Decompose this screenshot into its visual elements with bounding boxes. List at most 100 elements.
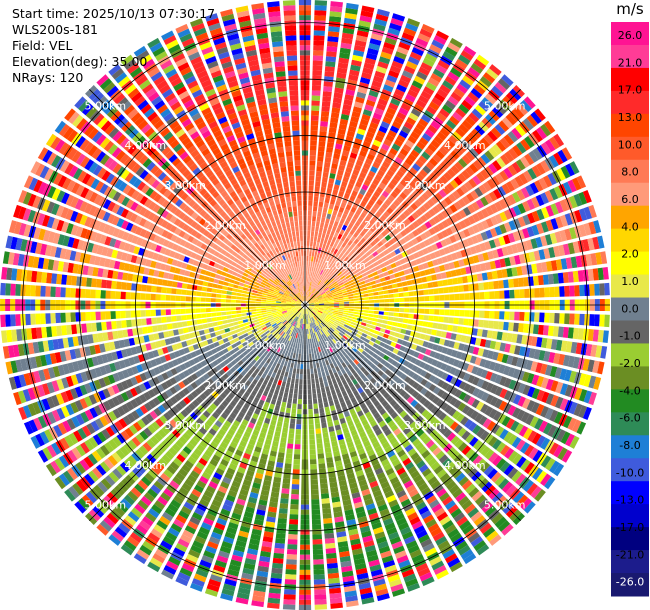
- velocity-gate: [344, 322, 351, 326]
- velocity-gate: [473, 319, 479, 327]
- velocity-gate: [342, 427, 350, 434]
- velocity-gate: [369, 377, 377, 384]
- velocity-gate: [342, 499, 352, 507]
- velocity-gate: [498, 236, 506, 246]
- velocity-gate: [489, 396, 499, 407]
- velocity-gate: [516, 242, 524, 253]
- velocity-gate: [507, 367, 516, 378]
- velocity-gate: [309, 312, 313, 317]
- velocity-gate: [448, 340, 456, 348]
- velocity-gate: [322, 228, 328, 234]
- velocity-gate: [411, 238, 419, 245]
- velocity-gate: [424, 547, 438, 557]
- velocity-gate: [418, 534, 430, 544]
- velocity-gate: [379, 214, 387, 222]
- velocity-gate: [307, 271, 310, 277]
- velocity-gate: [553, 463, 565, 477]
- velocity-gate: [464, 181, 473, 191]
- velocity-gate: [366, 153, 375, 161]
- velocity-gate: [399, 308, 405, 313]
- velocity-gate: [588, 204, 597, 219]
- velocity-gate: [350, 242, 357, 249]
- velocity-gate: [337, 222, 343, 229]
- velocity-gate: [306, 296, 309, 302]
- velocity-gate: [323, 518, 333, 524]
- velocity-gate: [382, 485, 393, 494]
- velocity-gate: [491, 249, 499, 259]
- velocity-gate: [325, 289, 331, 294]
- velocity-gate: [291, 373, 296, 379]
- velocity-gate: [454, 389, 463, 398]
- velocity-gate: [488, 320, 494, 329]
- velocity-gate: [520, 459, 531, 472]
- velocity-gate: [321, 176, 328, 183]
- velocity-gate: [511, 267, 518, 277]
- velocity-gate: [463, 383, 472, 393]
- velocity-gate: [531, 432, 542, 445]
- velocity-gate: [334, 179, 342, 186]
- velocity-gate: [311, 226, 315, 232]
- velocity-gate: [531, 388, 540, 400]
- velocity-gate: [323, 302, 329, 304]
- velocity-gate: [407, 135, 418, 144]
- velocity-gate: [286, 402, 292, 409]
- velocity-gate: [493, 362, 501, 373]
- velocity-gate: [277, 523, 287, 529]
- velocity-gate: [320, 290, 325, 295]
- velocity-gate: [422, 283, 429, 289]
- velocity-gate: [420, 369, 428, 378]
- velocity-gate: [333, 450, 341, 457]
- velocity-gate: [277, 518, 287, 524]
- velocity-gate: [337, 211, 343, 218]
- velocity-gate: [486, 330, 493, 339]
- velocity-gate: [285, 564, 297, 570]
- velocity-gate: [341, 290, 348, 294]
- velocity-gate: [522, 479, 534, 492]
- velocity-gate: [372, 112, 383, 121]
- velocity-gate: [365, 99, 376, 107]
- velocity-gate: [472, 439, 483, 450]
- velocity-gate: [426, 245, 434, 253]
- velocity-gate: [328, 341, 333, 347]
- velocity-gate: [306, 286, 309, 292]
- velocity-gate: [309, 293, 313, 298]
- velocity-gate: [481, 97, 494, 109]
- velocity-gate: [300, 333, 303, 339]
- velocity-gate: [455, 268, 462, 276]
- velocity-gate: [318, 307, 324, 310]
- velocity-gate: [326, 187, 333, 194]
- velocity-gate: [482, 418, 492, 429]
- velocity-gate: [314, 331, 318, 338]
- velocity-gate: [402, 457, 412, 467]
- velocity-gate: [347, 315, 353, 319]
- velocity-gate: [554, 367, 563, 379]
- velocity-gate: [528, 251, 536, 262]
- velocity-gate: [378, 252, 386, 258]
- velocity-gate: [352, 316, 358, 321]
- velocity-gate: [595, 345, 603, 358]
- velocity-gate: [507, 467, 519, 480]
- velocity-gate: [313, 300, 319, 303]
- velocity-gate: [334, 521, 345, 528]
- velocity-gate: [553, 186, 563, 199]
- velocity-gate: [514, 311, 520, 321]
- velocity-gate: [308, 305, 314, 308]
- velocity-gate: [540, 437, 551, 450]
- velocity-gate: [321, 111, 330, 117]
- velocity-gate: [416, 277, 423, 284]
- velocity-gate: [392, 403, 401, 411]
- velocity-gate: [316, 312, 322, 316]
- velocity-gate: [418, 94, 430, 105]
- velocity-gate: [498, 321, 504, 330]
- velocity-gate: [350, 173, 358, 181]
- velocity-gate: [393, 55, 405, 65]
- velocity-gate: [419, 28, 433, 39]
- velocity-gate: [349, 306, 355, 309]
- velocity-gate: [396, 350, 404, 357]
- velocity-gate: [325, 218, 330, 225]
- velocity-gate: [328, 301, 334, 303]
- velocity-gate: [406, 417, 415, 426]
- velocity-gate: [511, 161, 522, 174]
- velocity-gate: [557, 326, 564, 338]
- velocity-gate: [321, 328, 326, 333]
